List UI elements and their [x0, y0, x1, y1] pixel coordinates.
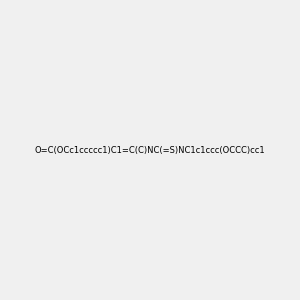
Text: O=C(OCc1ccccc1)C1=C(C)NC(=S)NC1c1ccc(OCCC)cc1: O=C(OCc1ccccc1)C1=C(C)NC(=S)NC1c1ccc(OCC…: [35, 146, 265, 154]
